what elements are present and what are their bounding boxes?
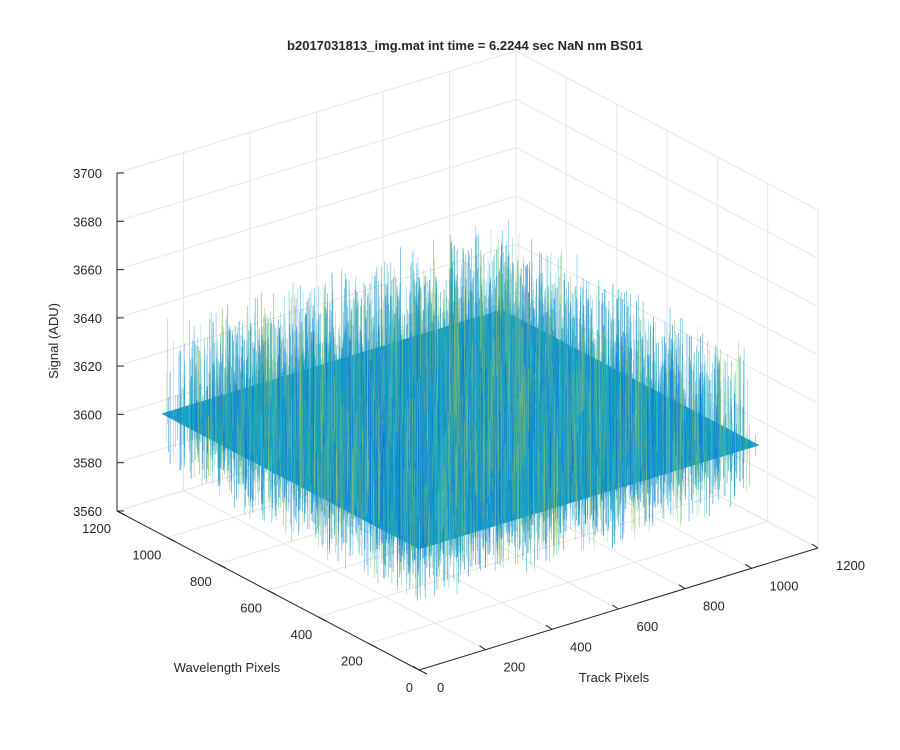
grid-line xyxy=(116,243,517,367)
grid-line xyxy=(116,50,517,174)
grid-line xyxy=(515,50,819,211)
grid-line xyxy=(515,195,819,356)
grid-line xyxy=(515,291,819,452)
grid-line xyxy=(368,521,768,644)
grid-line xyxy=(515,98,819,259)
grid-line xyxy=(116,195,517,319)
grid-line xyxy=(515,243,819,404)
grid-line xyxy=(116,98,517,222)
grid-line xyxy=(116,147,517,271)
surface-mesh xyxy=(161,219,760,601)
chart-title: b2017031813_img.mat int time = 6.2244 se… xyxy=(287,38,643,53)
grid-line xyxy=(515,147,819,308)
